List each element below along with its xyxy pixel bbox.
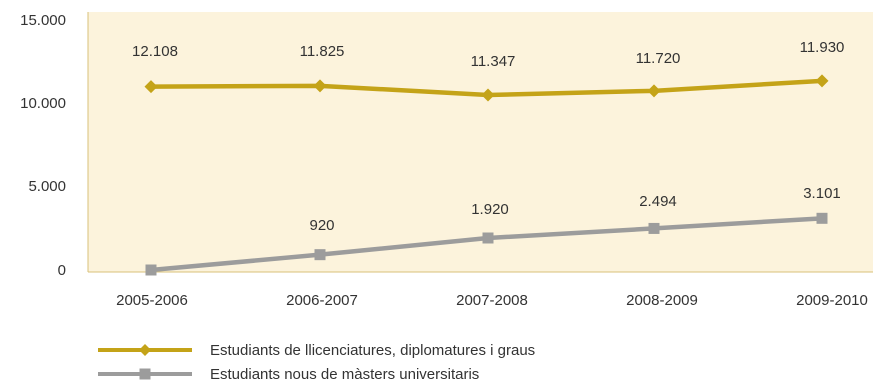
series-1-point xyxy=(482,232,494,244)
legend-marker-0 xyxy=(139,344,151,356)
legend-marker-1 xyxy=(139,368,151,380)
plot-area xyxy=(88,12,873,272)
data-label: 11.347 xyxy=(471,53,516,70)
legend-label-0: Estudiants de llicenciatures, diplomatur… xyxy=(210,341,536,359)
y-tick-label: 10.000 xyxy=(20,95,66,112)
y-axis: 0 5.000 10.000 15.000 xyxy=(20,12,89,279)
data-label: 11.930 xyxy=(800,39,845,56)
legend-label-1: Estudiants nous de màsters universitaris xyxy=(210,365,480,383)
legend: Estudiants de llicenciatures, diplomatur… xyxy=(98,338,535,386)
series-1-point xyxy=(648,222,660,234)
y-tick-label: 5.000 xyxy=(28,178,66,195)
x-tick-label: 2006-2007 xyxy=(286,292,358,309)
data-label: 3.101 xyxy=(803,185,841,202)
x-tick-label: 2008-2009 xyxy=(626,292,698,309)
x-tick-label: 2007-2008 xyxy=(456,292,528,309)
legend-item-0: Estudiants de llicenciatures, diplomatur… xyxy=(98,338,535,362)
data-label: 920 xyxy=(309,217,334,234)
data-label: 11.720 xyxy=(636,50,681,67)
legend-swatch-diamond xyxy=(98,344,192,356)
series-1-point xyxy=(314,249,326,261)
data-label: 11.825 xyxy=(300,43,345,60)
series-0-point xyxy=(815,74,829,88)
series-layer: 12.108 11.825 11.347 11.720 11.930 920 1.920 2.… xyxy=(132,39,844,276)
data-label: 1.920 xyxy=(471,201,509,218)
series-0-point xyxy=(144,80,158,94)
x-tick-label: 2009-2010 xyxy=(796,292,868,309)
legend-swatch-square xyxy=(98,368,192,380)
series-0-point xyxy=(647,84,661,98)
series-1-point xyxy=(816,212,828,224)
data-label: 12.108 xyxy=(132,43,178,60)
series-1-point xyxy=(145,264,157,276)
x-tick-label: 2005-2006 xyxy=(116,292,188,309)
x-axis: 2005-2006 2006-2007 2007-2008 2008-2009 2009… xyxy=(88,271,873,309)
series-0-point xyxy=(313,79,327,93)
data-label: 2.494 xyxy=(639,193,677,210)
y-tick-label: 0 xyxy=(58,262,66,279)
legend-item-1: Estudiants nous de màsters universitaris xyxy=(98,362,535,386)
y-tick-label: 15.000 xyxy=(20,12,66,29)
series-0-point xyxy=(481,88,495,102)
